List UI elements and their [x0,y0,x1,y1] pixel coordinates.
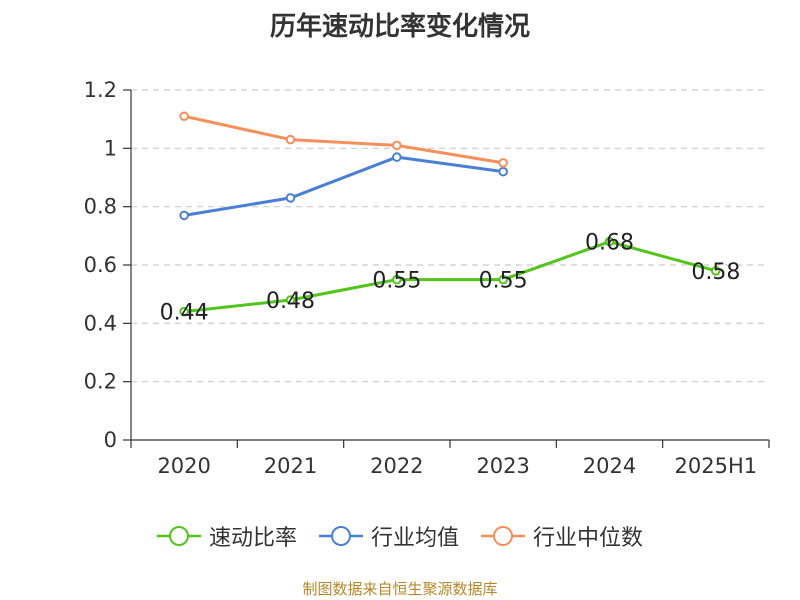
y-tick-label: 0.6 [84,253,117,277]
data-point[interactable] [498,274,508,285]
y-tick-label: 0.8 [84,195,117,219]
data-point[interactable] [285,295,296,305]
legend-label: 行业中位数 [533,526,644,551]
y-tick-label: 0.2 [84,370,117,394]
x-tick-label: 2023 [476,454,529,478]
source-note: 制图数据来自恒生聚源数据库 [302,580,498,598]
data-point[interactable] [285,134,296,145]
y-tick-label: 0.4 [84,311,117,335]
legend-swatch-icon [318,526,363,546]
legend-label: 速动比率 [208,526,297,551]
data-point[interactable] [604,236,615,247]
x-tick-label: 2022 [370,454,423,478]
data-point[interactable] [392,274,402,285]
legend-item[interactable]: 行业中位数 [481,520,643,552]
x-tick-label: 2025H1 [675,454,758,478]
data-point[interactable] [179,210,189,221]
legend-swatch-icon [481,526,525,546]
data-labels: 0.44 0.48 0.55 0.55 0.68 0.58 [160,231,741,326]
legend-item[interactable]: 速动比率 [156,520,297,552]
legend: 速动比率 行业均值 行业中位数 [0,520,800,552]
data-label: 0.55 [372,269,421,294]
legend-label: 行业均值 [370,526,459,551]
data-point[interactable] [392,152,402,162]
x-tick-label: 2024 [583,454,636,478]
y-tick-label: 1.2 [84,78,117,102]
data-point[interactable] [285,193,296,203]
data-point[interactable] [179,306,189,317]
data-point[interactable] [498,166,508,177]
data-label: 0.58 [691,260,740,285]
data-point[interactable] [711,266,721,276]
data-point[interactable] [498,158,508,168]
data-point[interactable] [179,111,189,122]
legend-item[interactable]: 行业均值 [318,520,459,552]
y-tick-label: 0 [104,428,117,452]
series-line [183,155,504,217]
axes: 0 0.2 0.4 0.6 0.8 1 1.2 2020 2021 2022 2023 2024 202… [84,78,770,478]
y-tick-label: 1 [104,136,117,160]
data-label: 0.44 [160,301,209,326]
x-tick-label: 2021 [264,454,317,478]
series-line [184,240,717,314]
data-label: 0.55 [479,269,528,294]
grid-lines [131,89,769,383]
x-tick-label: 2020 [157,454,210,478]
data-label: 0.48 [266,289,315,314]
legend-swatch-icon [156,526,201,546]
series-lines [179,111,721,317]
data-point[interactable] [392,140,402,151]
series-line [183,114,504,165]
chart-title: 历年速动比率变化情况 [269,12,530,42]
data-label: 0.68 [585,231,634,256]
